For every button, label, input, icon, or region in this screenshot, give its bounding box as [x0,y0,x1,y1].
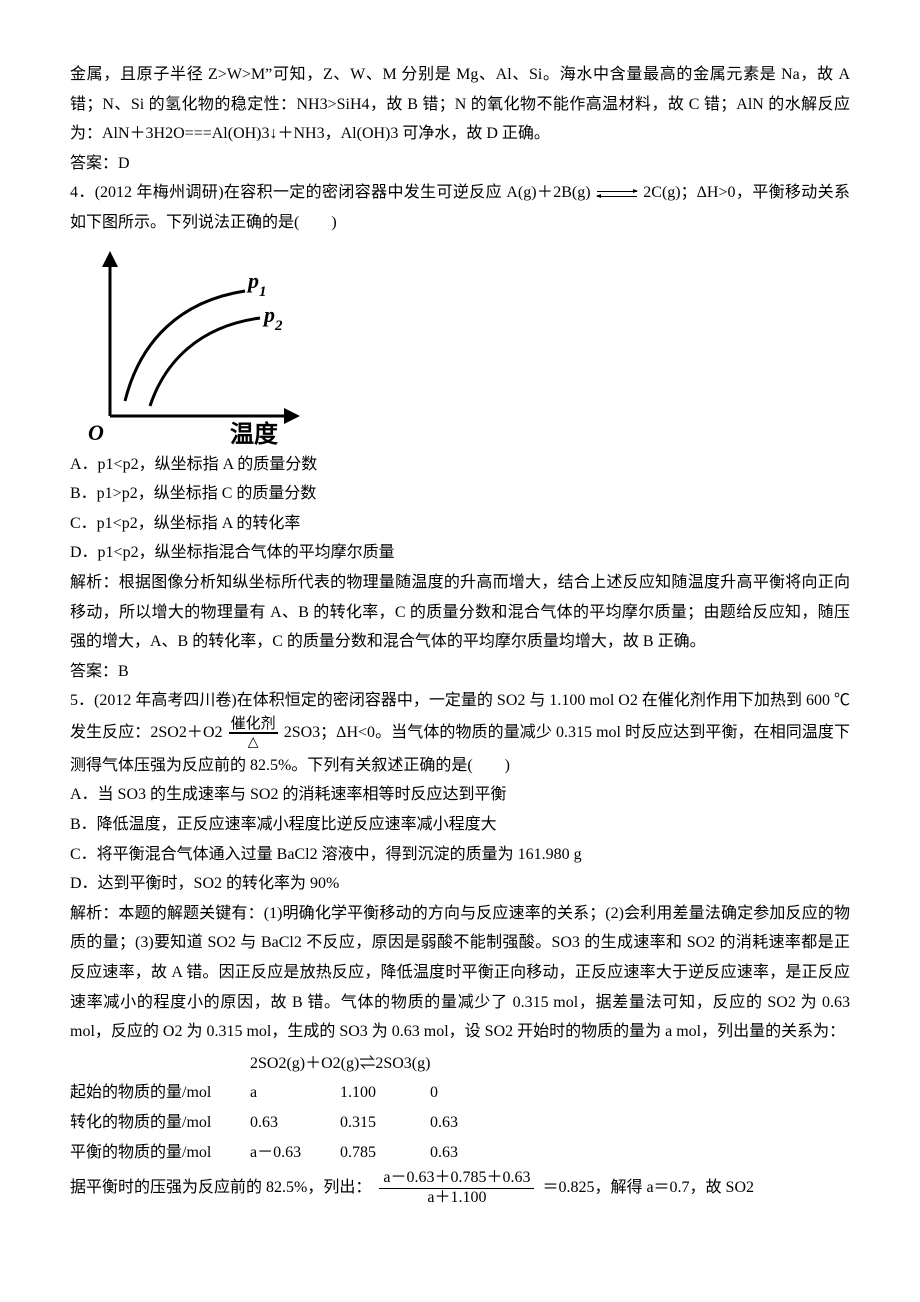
q4-explain: 解析：根据图像分析知纵坐标所代表的物理量随温度的升高而增大，结合上述反应知随温度… [70,568,850,657]
q5-ice-table: 2SO2(g)＋O2(g)⇌2SO3(g) 起始的物质的量/mola1.1000… [70,1049,850,1167]
table-cell: 0.315 [340,1108,430,1138]
fraction: a－0.63＋0.785＋0.63 a＋1.100 [379,1169,534,1207]
fraction-numerator: a－0.63＋0.785＋0.63 [379,1169,534,1188]
table-row: 转化的物质的量/mol0.630.3150.63 [70,1108,850,1138]
table-cell: a－0.63 [250,1138,340,1168]
q4-graph: p1p2 O 温度 [70,246,850,446]
q5-option-b: B．降低温度，正反应速率减小程度比逆反应速率减小程度大 [70,810,850,840]
q4-option-a: A．p1<p2，纵坐标指 A 的质量分数 [70,450,850,480]
q4-option-d: D．p1<p2，纵坐标指混合气体的平均摩尔质量 [70,538,850,568]
q4-stem-text-1: 4．(2012 年梅州调研)在容积一定的密闭容器中发生可逆反应 A(g)＋2B(… [70,184,595,201]
svg-text:O: O [88,420,104,445]
table-cell: 转化的物质的量/mol [70,1108,250,1138]
catalyst-condition-icon: 催化剂 △ [229,716,278,751]
svg-text:p1: p1 [246,268,267,300]
catalyst-top: 催化剂 [229,716,278,734]
catalyst-bottom: △ [229,733,278,750]
table-row: 起始的物质的量/mola1.1000 [70,1078,850,1108]
q5-final-text-2: ＝0.825，解得 a＝0.7，故 SO2 [542,1179,754,1196]
q5-option-a: A．当 SO3 的生成速率与 SO2 的消耗速率相等时反应达到平衡 [70,780,850,810]
q4-stem: 4．(2012 年梅州调研)在容积一定的密闭容器中发生可逆反应 A(g)＋2B(… [70,178,850,237]
q4-answer: 答案：B [70,657,850,687]
intro-answer: 答案：D [70,149,850,179]
table-cell: 平衡的物质的量/mol [70,1138,250,1168]
table-cell: 1.100 [340,1078,430,1108]
table-cell: 0 [430,1078,520,1108]
q5-final-text-1: 据平衡时的压强为反应前的 82.5%，列出： [70,1179,371,1196]
q5-final: 据平衡时的压强为反应前的 82.5%，列出： a－0.63＋0.785＋0.63… [70,1169,850,1207]
svg-text:p2: p2 [262,302,283,334]
table-row: 平衡的物质的量/mola－0.630.7850.63 [70,1138,850,1168]
fraction-denominator: a＋1.100 [379,1189,534,1207]
table-cell: a [250,1078,340,1108]
q4-option-b: B．p1>p2，纵坐标指 C 的质量分数 [70,479,850,509]
q5-option-d: D．达到平衡时，SO2 的转化率为 90% [70,869,850,899]
q5-stem: 5．(2012 年高考四川卷)在体积恒定的密闭容器中，一定量的 SO2 与 1.… [70,686,850,780]
table-cell: 0.63 [430,1138,520,1168]
table-cell: 起始的物质的量/mol [70,1078,250,1108]
q5-table-header: 2SO2(g)＋O2(g)⇌2SO3(g) [70,1049,850,1079]
intro-paragraph: 金属，且原子半径 Z>W>M”可知，Z、W、M 分别是 Mg、Al、Si。海水中… [70,60,850,149]
q5-option-c: C．将平衡混合气体通入过量 BaCl2 溶液中，得到沉淀的质量为 161.980… [70,840,850,870]
q4-option-c: C．p1<p2，纵坐标指 A 的转化率 [70,509,850,539]
table-cell: 0.785 [340,1138,430,1168]
table-cell: 0.63 [430,1108,520,1138]
q5-explain: 解析：本题的解题关键有：(1)明确化学平衡移动的方向与反应速率的关系；(2)会利… [70,899,850,1047]
table-cell: 0.63 [250,1108,340,1138]
svg-text:温度: 温度 [230,420,279,446]
equilibrium-arrow-icon [597,189,637,199]
